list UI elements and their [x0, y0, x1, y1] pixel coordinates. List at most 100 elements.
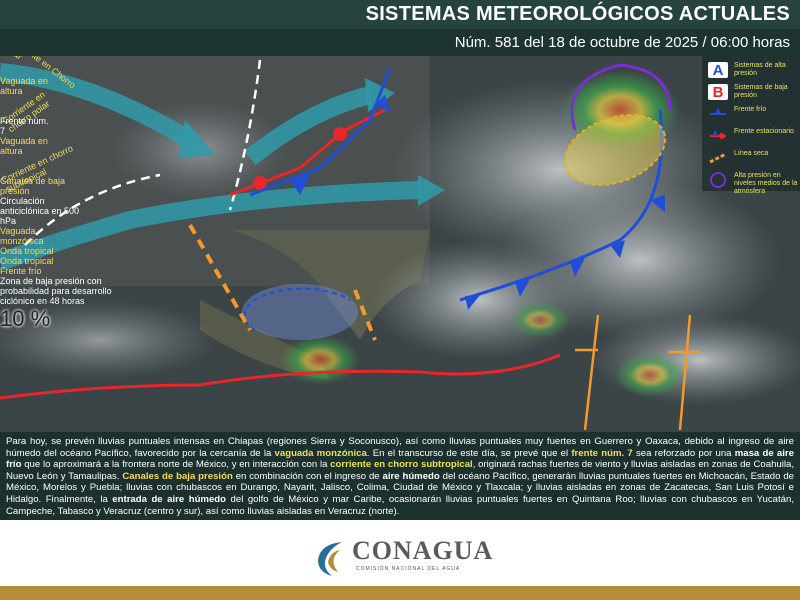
- legend-item: Frente frío: [702, 104, 800, 124]
- legend-symbol: [709, 152, 727, 164]
- tropical-waves: [575, 314, 700, 431]
- legend-symbol: [719, 133, 725, 139]
- text-run: en combinación con el ingreso de: [232, 470, 383, 482]
- legend-item: Frente estacionario: [702, 126, 800, 146]
- stationary-front: [229, 108, 386, 197]
- text-run: , originará rachas fuertes de viento y l…: [6, 459, 795, 482]
- cold-front: [650, 195, 665, 212]
- forecast-panel: Para hoy, se prevén lluvias puntuales in…: [0, 432, 800, 520]
- clouds: [615, 353, 685, 397]
- clouds: [370, 240, 590, 360]
- map-label: 10 %: [0, 306, 51, 331]
- legend-symbol: [710, 172, 726, 188]
- legend-item: B Sistemas de baja presión: [702, 82, 800, 102]
- title: SISTEMAS METEOROLÓGICOS ACTUALES: [365, 3, 790, 25]
- forecast-paragraph: Para hoy, se prevén lluvias puntuales in…: [6, 436, 794, 517]
- map-label: Frente frío: [0, 266, 42, 276]
- map-label: Canales de baja presión: [0, 176, 66, 196]
- text-run: . En el transcurso de este día, se prevé…: [366, 447, 572, 459]
- map-drawing: [0, 56, 800, 432]
- stationary-front: [253, 176, 267, 190]
- anticyclone: [242, 284, 358, 340]
- highlight: corriente en chorro subtropical: [330, 459, 473, 471]
- legend-symbol: [708, 172, 728, 188]
- legend-text: Alta presión en niveles medios de la atm…: [734, 172, 798, 195]
- jet-streams: [244, 86, 373, 166]
- map-label: Frente núm. 7: [0, 116, 49, 136]
- logo-wave: [318, 542, 342, 576]
- jet-streams: [0, 63, 195, 148]
- upper-troughs: [24, 173, 161, 246]
- highlight: masa de aire frío: [6, 447, 794, 471]
- legend-symbol: [712, 130, 718, 136]
- jet-streams: [0, 63, 421, 271]
- cold-front: [375, 95, 390, 112]
- mid-level-high: [570, 63, 672, 131]
- text-run: del golfo de México y mar Caribe, ocasio…: [6, 493, 794, 517]
- clouds: [0, 300, 220, 380]
- legend-symbol: [715, 108, 721, 114]
- brand: CONAGUA: [352, 536, 494, 565]
- legend-text: Línea seca: [734, 150, 769, 157]
- logo-wave: [328, 550, 340, 572]
- monsoon-trough: [0, 353, 561, 400]
- anticyclone: [242, 284, 358, 340]
- clouds: [510, 302, 570, 338]
- legend-item: A Sistemas de alta presión: [702, 60, 800, 80]
- legend-text: Frente frío: [734, 106, 767, 113]
- highlight: vaguada monzónica: [274, 447, 367, 459]
- text-run: que lo aproximará a la frontera norte de…: [21, 459, 331, 471]
- legend-text: Sistemas de baja presión: [734, 84, 788, 99]
- low-pressure-channels: [353, 289, 377, 341]
- map-label: Circulación anticiclónica en 500 hPa: [0, 196, 80, 226]
- monsoon-trough: [0, 353, 561, 400]
- map-label: Vaguada en altura: [0, 76, 48, 96]
- jet-arrowheads: [178, 120, 215, 158]
- low-pressure-channels: [188, 224, 252, 331]
- clouds: [0, 70, 800, 405]
- legend-text: Frente estacionario: [734, 128, 794, 135]
- legend-item: Línea seca: [702, 148, 800, 168]
- cold-front: [249, 67, 392, 197]
- legend-text: Sistemas de alta presión: [734, 62, 786, 77]
- subheader-bar: Núm. 581 del 18 de octubre de 2025 / 06:…: [0, 29, 800, 56]
- highlight: frente núm. 7: [571, 447, 633, 459]
- highlight: entrada de aire húmedo: [112, 493, 227, 505]
- tropical-waves: [678, 314, 692, 431]
- cold-front: [610, 240, 625, 258]
- footer: CONAGUA COMISIÓN NACIONAL DEL AGUA: [0, 520, 800, 586]
- legend-symbol: A: [708, 62, 728, 79]
- cold-front: [465, 295, 480, 310]
- clouds: [560, 70, 680, 150]
- text-run: Para hoy, se prevén lluvias puntuales in…: [6, 436, 794, 459]
- legend-symbol: [708, 150, 728, 166]
- cold-front: [249, 67, 665, 310]
- map-label: Vaguada en altura: [0, 136, 48, 156]
- legend: A Sistemas de alta presión B Sistemas de ba…: [702, 56, 800, 195]
- clouds: [590, 315, 800, 405]
- map-label: Vaguada monzónica: [0, 226, 44, 246]
- low-pressure-zone: [563, 114, 667, 186]
- satellite-map: Corriente en Chorro polarVaguada en altu…: [0, 56, 800, 432]
- background: [230, 230, 430, 340]
- tagline: COMISIÓN NACIONAL DEL AGUA: [356, 566, 461, 572]
- highlight: Canales de baja presión: [122, 470, 233, 482]
- jet-arrowheads: [418, 175, 445, 206]
- low-pressure-zone: [563, 114, 667, 186]
- text-run: sea reforzado por una: [632, 447, 735, 459]
- stationary-front: [333, 127, 347, 141]
- jet-streams: [0, 181, 421, 271]
- clouds: [280, 335, 360, 385]
- header-bar: SISTEMAS METEOROLÓGICOS ACTUALES: [0, 0, 800, 29]
- logo: [318, 542, 342, 576]
- tropical-waves: [583, 314, 600, 431]
- low-pressure-channels: [188, 224, 377, 341]
- mid-level-high: [570, 63, 672, 131]
- legend-item: Alta presión en niveles medios de la atm…: [702, 170, 800, 195]
- legend-symbol: B: [708, 84, 728, 101]
- map-label: Zona de baja presión con probabilidad pa…: [0, 276, 112, 306]
- cold-front: [570, 258, 585, 277]
- subtitle: Núm. 581 del 18 de octubre de 2025 / 06:…: [454, 34, 790, 51]
- map-label: Onda tropical: [0, 246, 54, 256]
